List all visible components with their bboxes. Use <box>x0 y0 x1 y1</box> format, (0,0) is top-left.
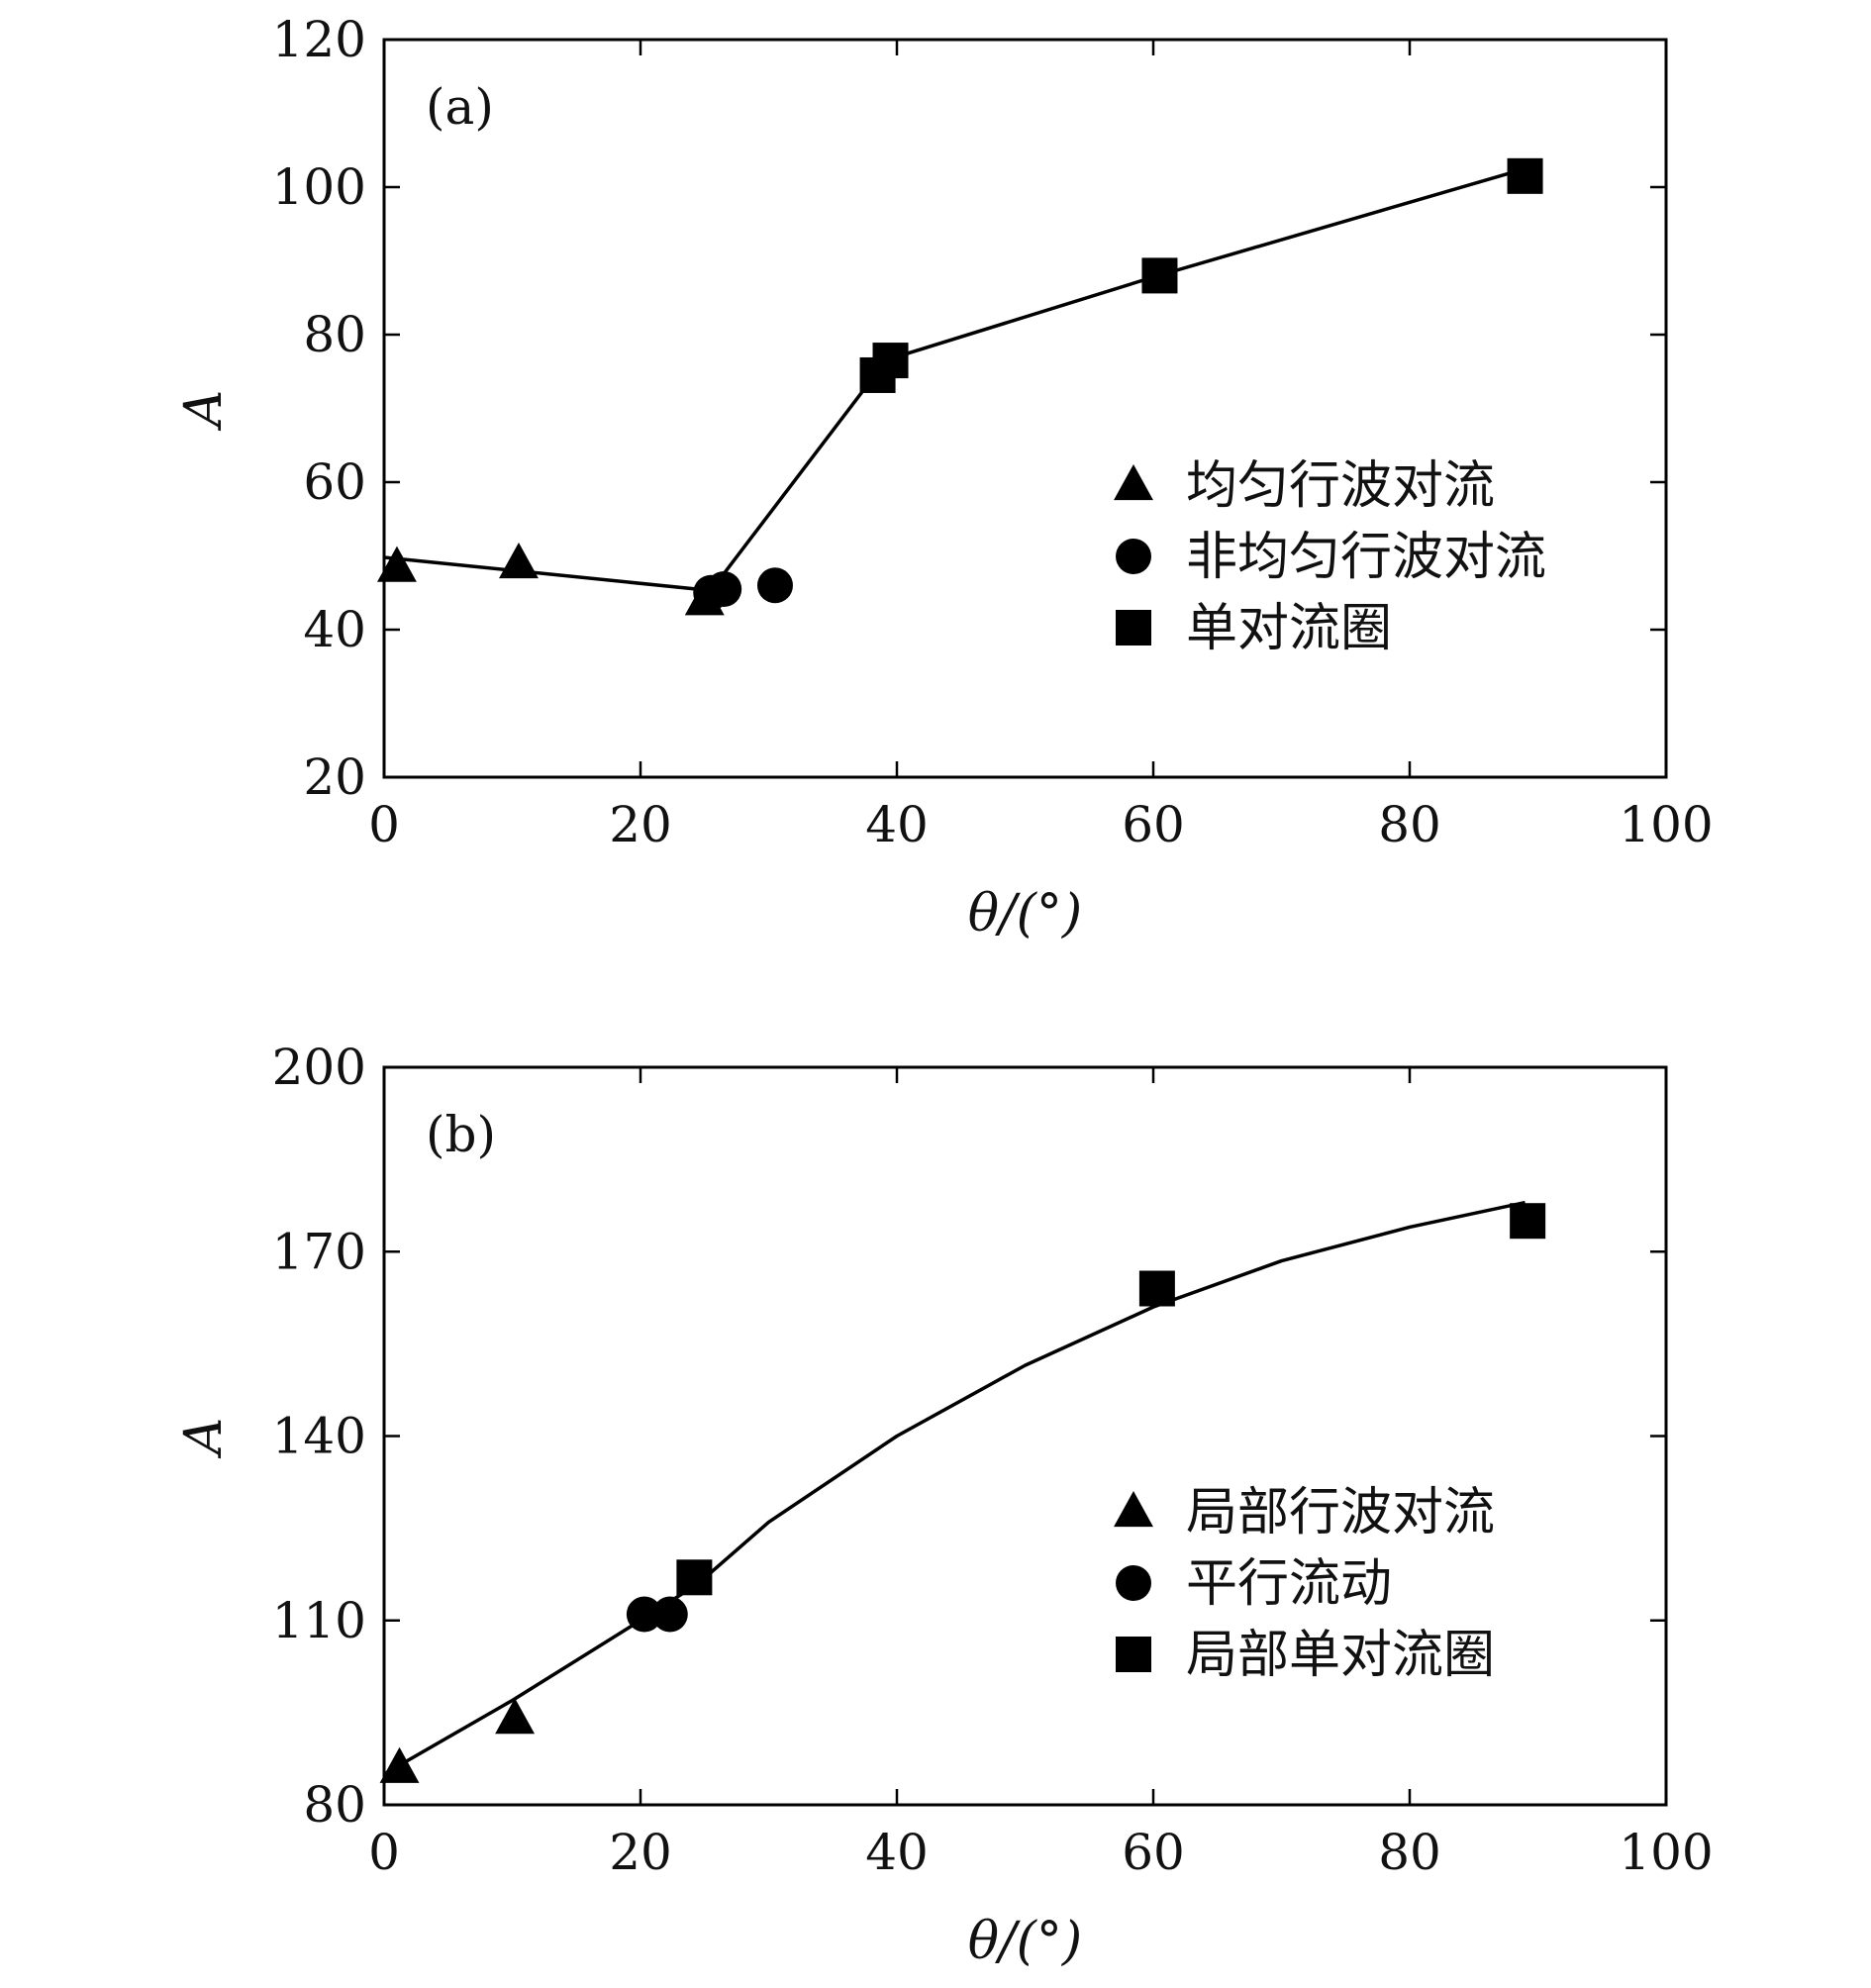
square-point <box>872 343 909 379</box>
triangle-point <box>377 546 417 582</box>
legend-circle-marker <box>1116 539 1151 574</box>
circle-point <box>651 1596 688 1633</box>
y-tick-label: 170 <box>272 1223 366 1280</box>
y-tick-label: 20 <box>303 748 366 806</box>
x-tick-label: 20 <box>609 1824 672 1881</box>
panel-label: (b) <box>426 1106 496 1163</box>
x-tick-label: 40 <box>865 796 929 853</box>
y-tick-label: 80 <box>303 1776 366 1834</box>
square-point <box>676 1559 713 1596</box>
y-tick-label: 60 <box>303 453 366 511</box>
circle-point <box>756 567 793 604</box>
x-tick-label: 100 <box>1619 1824 1713 1881</box>
legend-triangle-marker <box>1114 464 1153 501</box>
x-tick-label: 100 <box>1619 796 1713 853</box>
x-tick-label: 0 <box>368 1824 400 1881</box>
plot-frame <box>382 1065 1668 1807</box>
legend-label: 均匀行波对流 <box>1186 456 1495 516</box>
legend-label: 单对流圈 <box>1186 599 1392 658</box>
x-tick-label: 20 <box>609 796 672 853</box>
chart-panel-b: 0 20 40 60 80 100 80 110 140 170 200 θ/(°) A (b) 局部行波对… <box>174 1039 1714 1971</box>
x-tick-label: 80 <box>1378 796 1441 853</box>
legend-label: 局部行波对流 <box>1186 1483 1495 1542</box>
plot-frame <box>382 38 1668 779</box>
circle-point <box>706 571 742 608</box>
legend-label: 非均匀行波对流 <box>1186 528 1546 587</box>
legend-triangle-marker <box>1114 1491 1153 1528</box>
x-tick-label: 60 <box>1122 796 1185 853</box>
y-tick-label: 110 <box>272 1592 366 1649</box>
legend-label: 局部单对流圈 <box>1186 1626 1495 1685</box>
x-axis-title: θ/(°) <box>968 1912 1082 1971</box>
chart-panel-a: 0 20 40 60 80 10020406080100120θ/(°)A(a)均匀行波对… <box>174 11 1714 944</box>
panel-label: (a) <box>426 78 494 136</box>
y-axis-title: A <box>174 1418 234 1459</box>
y-tick-label: 80 <box>303 306 366 363</box>
legend-label: 平行流动 <box>1186 1554 1392 1614</box>
y-tick-label: 140 <box>272 1408 366 1465</box>
y-axis-title: A <box>174 390 234 432</box>
y-tick-label: 100 <box>272 158 366 216</box>
fit-line <box>383 1200 1526 1776</box>
square-point <box>1141 257 1178 294</box>
x-tick-label: 60 <box>1122 1824 1185 1881</box>
y-tick-label: 40 <box>303 601 366 658</box>
circle-point <box>626 1596 662 1633</box>
legend-square-marker <box>1116 1637 1151 1672</box>
x-tick-label: 80 <box>1378 1824 1441 1881</box>
square-point <box>1510 1203 1546 1240</box>
x-tick-label: 40 <box>865 1824 929 1881</box>
triangle-point <box>495 1698 536 1735</box>
y-tick-label: 200 <box>272 1039 366 1096</box>
x-tick-label: 0 <box>368 796 400 853</box>
y-tick-label: 120 <box>272 11 366 68</box>
square-point <box>1507 157 1543 194</box>
legend-square-marker <box>1116 610 1151 646</box>
legend-circle-marker <box>1116 1565 1151 1601</box>
x-axis-title: θ/(°) <box>968 884 1082 944</box>
square-point <box>1138 1270 1175 1307</box>
triangle-point <box>379 1746 420 1783</box>
triangle-point <box>499 542 539 579</box>
